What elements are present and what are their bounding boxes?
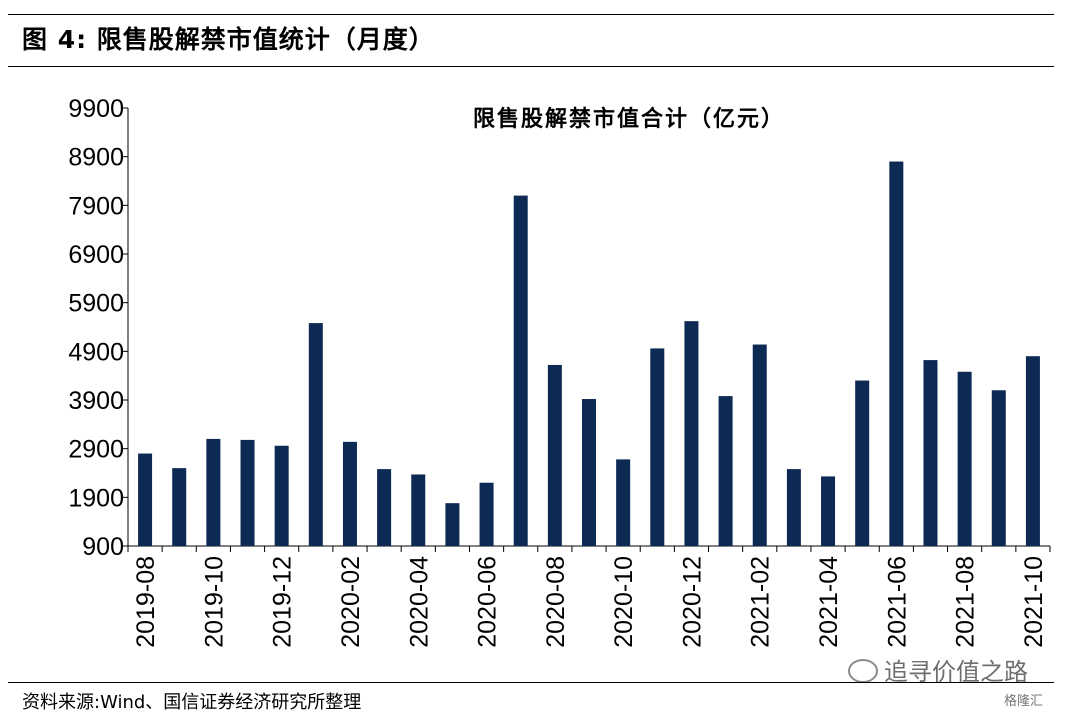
watermark-brand: 格隆汇 — [1004, 694, 1044, 709]
bar — [821, 476, 836, 546]
x-tick-label: 2020-02 — [337, 556, 365, 648]
y-tick-label: 3900 — [68, 387, 124, 415]
bar — [752, 344, 767, 546]
y-tick-label: 2900 — [68, 436, 124, 464]
bar — [547, 364, 562, 546]
bar — [991, 390, 1006, 546]
x-tick-label: 2021-04 — [815, 556, 843, 648]
x-tick-label: 2021-08 — [952, 556, 980, 648]
bar — [718, 396, 733, 546]
x-tick-label: 2020-06 — [474, 556, 502, 648]
x-tick-label: 2020-08 — [542, 556, 570, 648]
x-tick-label: 2021-06 — [883, 556, 911, 648]
bar — [479, 482, 494, 546]
bar — [342, 441, 357, 546]
title-rule — [8, 66, 1054, 67]
y-tick-label: 4900 — [68, 338, 124, 366]
watermark-text: 追寻价值之路 — [884, 658, 1028, 686]
x-tick-label: 2020-12 — [678, 556, 706, 648]
figure-title: 图 4: 限售股解禁市值统计（月度） — [22, 25, 435, 54]
y-tick-label: 6900 — [68, 241, 124, 269]
chart-title: 限售股解禁市值合计（亿元） — [473, 106, 785, 132]
bar — [786, 469, 801, 546]
bar — [206, 438, 221, 546]
top-rule — [8, 14, 1054, 15]
bar — [240, 439, 255, 546]
bar — [411, 474, 426, 546]
bar — [513, 195, 528, 546]
source-note: 资料来源:Wind、国信证券经济研究所整理 — [22, 692, 362, 713]
x-tick-label: 2019-08 — [132, 556, 160, 648]
bar — [616, 459, 631, 546]
bar — [138, 453, 153, 546]
bar — [889, 161, 904, 547]
x-tick-label: 2020-10 — [610, 556, 638, 648]
bar — [684, 321, 699, 546]
bar — [1025, 356, 1040, 546]
bar — [445, 503, 460, 546]
bar — [274, 445, 289, 546]
x-tick-label: 2020-04 — [405, 556, 433, 648]
y-tick-label: 5900 — [68, 290, 124, 318]
y-tick-label: 1900 — [68, 484, 124, 512]
bar — [650, 348, 665, 546]
bar — [923, 360, 938, 546]
y-tick-label: 8900 — [68, 144, 124, 172]
bottom-rule — [8, 682, 1054, 683]
watermark: 追寻价值之路 — [848, 652, 1028, 687]
y-tick-label: 7900 — [68, 192, 124, 220]
bar — [377, 469, 392, 546]
x-tick-label: 2019-10 — [200, 556, 228, 648]
bar — [957, 371, 972, 546]
y-tick-label: 900 — [82, 533, 124, 561]
x-tick-label: 2019-12 — [269, 556, 297, 648]
wechat-icon — [848, 659, 878, 683]
y-tick-label: 9900 — [68, 95, 124, 123]
x-tick-label: 2021-10 — [1020, 556, 1048, 648]
bar — [172, 468, 187, 546]
bar — [855, 380, 870, 546]
bar — [582, 399, 596, 546]
x-tick-label: 2021-02 — [747, 556, 775, 648]
bar — [308, 323, 323, 546]
